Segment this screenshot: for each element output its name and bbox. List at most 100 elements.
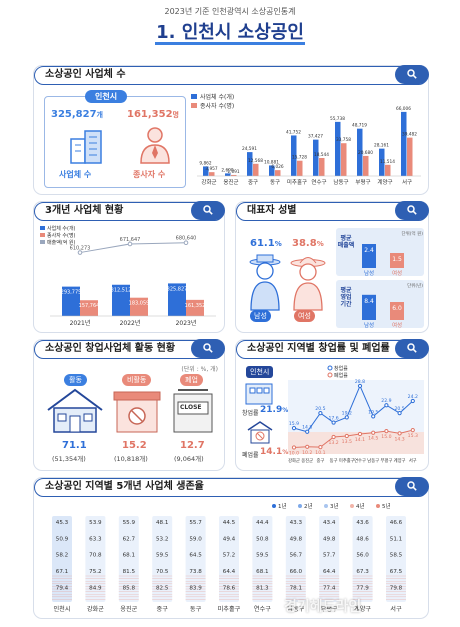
data-label: 68.1 <box>256 569 269 575</box>
data-label: 20,680 <box>358 150 373 156</box>
x-tick-label: 여성 <box>392 321 402 329</box>
search-button[interactable] <box>395 477 429 496</box>
data-label: 55.9 <box>123 520 136 526</box>
mini-bar <box>390 253 404 268</box>
search-button[interactable] <box>395 339 429 358</box>
data-label: 14.1 <box>355 437 365 443</box>
data-label: 50.8 <box>256 536 269 542</box>
revenue-point <box>127 241 133 247</box>
series-point <box>397 431 402 436</box>
shop-inactive-icon <box>113 391 161 433</box>
search-button[interactable] <box>395 65 429 84</box>
status-active-badge: 활동 <box>64 374 87 386</box>
data-label: 59.5 <box>156 553 169 559</box>
series-point <box>410 428 415 433</box>
mini-bar <box>390 302 404 320</box>
data-label: 325,827 <box>167 286 188 292</box>
inactive-pct: 15.2 <box>122 440 147 451</box>
section-title: 소상공인 지역별 창업률 및 폐업률 <box>247 343 390 354</box>
bar <box>269 165 275 176</box>
search-button[interactable] <box>395 201 429 220</box>
series-point <box>397 410 402 416</box>
data-label: 48.1 <box>156 520 169 526</box>
startup-rate-unit: % <box>282 407 289 414</box>
data-label: 66,006 <box>396 106 411 112</box>
status-closed-badge: 폐업 <box>180 374 203 386</box>
inactive-count: (10,818개) <box>114 455 148 463</box>
data-label: 48,719 <box>352 123 367 129</box>
column-strip <box>285 516 306 602</box>
legend-label-business: 사업체 수(개) <box>200 93 234 101</box>
closed-shop-icon <box>173 389 213 433</box>
x-tick-label: 남동구 <box>287 605 304 613</box>
card-label: 인천시 <box>85 90 128 103</box>
x-tick-label: 서구 <box>402 178 412 186</box>
data-label: 680,640 <box>176 236 197 242</box>
x-tick-label: 연수구 <box>311 178 326 186</box>
data-label: 20.5 <box>315 406 325 412</box>
bar-business <box>112 284 130 316</box>
legend-label: 창업률 <box>334 365 348 372</box>
series-point <box>371 414 376 419</box>
data-label: 67.5 <box>390 569 403 575</box>
search-icon <box>407 481 417 491</box>
data-label: 48.6 <box>356 536 369 542</box>
active-pct: 71.1 <box>62 440 87 451</box>
data-label: 6.0 <box>392 305 402 312</box>
series-point <box>410 398 415 404</box>
search-icon <box>203 205 213 215</box>
column-strip <box>386 516 406 602</box>
legend-label: 2년 <box>304 502 313 510</box>
search-button[interactable] <box>191 339 225 358</box>
bar <box>363 155 369 176</box>
data-label: 64.4 <box>223 569 236 575</box>
data-label: 22.9 <box>381 398 391 404</box>
revenue-point <box>183 240 189 246</box>
data-label: 67.1 <box>56 569 69 575</box>
legend-swatch <box>40 233 45 237</box>
panel-title-business-count: 소상공인 사업체 수 <box>34 65 429 85</box>
series-point <box>305 429 310 434</box>
legend-label: 1년 <box>278 502 287 510</box>
mini-chart-label: 기간 <box>340 300 352 308</box>
x-tick-label: 2022년 <box>120 319 141 327</box>
x-tick-label: 남성 <box>364 269 374 277</box>
data-label: 81.5 <box>123 569 136 575</box>
data-label: 44.4 <box>256 520 269 526</box>
section-title: 3개년 사업체 현황 <box>45 205 124 216</box>
column-strip <box>352 516 373 602</box>
data-label: 3,957 <box>205 166 218 172</box>
bar <box>379 148 385 176</box>
x-tick-label: 옹진군 <box>301 457 313 464</box>
bar <box>341 143 347 176</box>
search-icon <box>203 343 213 353</box>
panel-title-three-year: 3개년 사업체 현황 <box>34 201 225 221</box>
data-label: 55,738 <box>330 116 345 122</box>
data-label: 41,752 <box>286 129 301 135</box>
series-point <box>291 426 297 431</box>
data-label: 610,273 <box>70 246 91 252</box>
data-label: 28,161 <box>374 143 389 149</box>
series-point <box>344 433 349 439</box>
business-count: 325,827개 <box>51 109 103 120</box>
x-tick-label: 서구 <box>390 605 402 613</box>
worker-count: 161,352명 <box>127 109 179 120</box>
bar-worker <box>130 297 148 316</box>
region-badge: 인천시 <box>246 366 274 378</box>
column-strip <box>185 516 206 602</box>
data-label: 68.1 <box>123 553 136 559</box>
bar-business <box>62 286 80 316</box>
legend-label: 3년 <box>330 502 339 510</box>
search-button[interactable] <box>191 201 225 220</box>
column-strip <box>118 516 139 602</box>
column-strip <box>85 516 106 602</box>
series-point <box>331 434 336 440</box>
data-label: 56.7 <box>290 553 303 559</box>
x-tick-label: 부평구 <box>380 457 392 464</box>
data-label: 75.2 <box>89 569 101 575</box>
data-label: 15.3 <box>408 433 418 439</box>
series-point <box>384 403 389 408</box>
data-label: 28.8 <box>355 379 365 385</box>
data-label: 1,091 <box>227 169 240 175</box>
x-tick-label: 강화군 <box>201 179 216 186</box>
